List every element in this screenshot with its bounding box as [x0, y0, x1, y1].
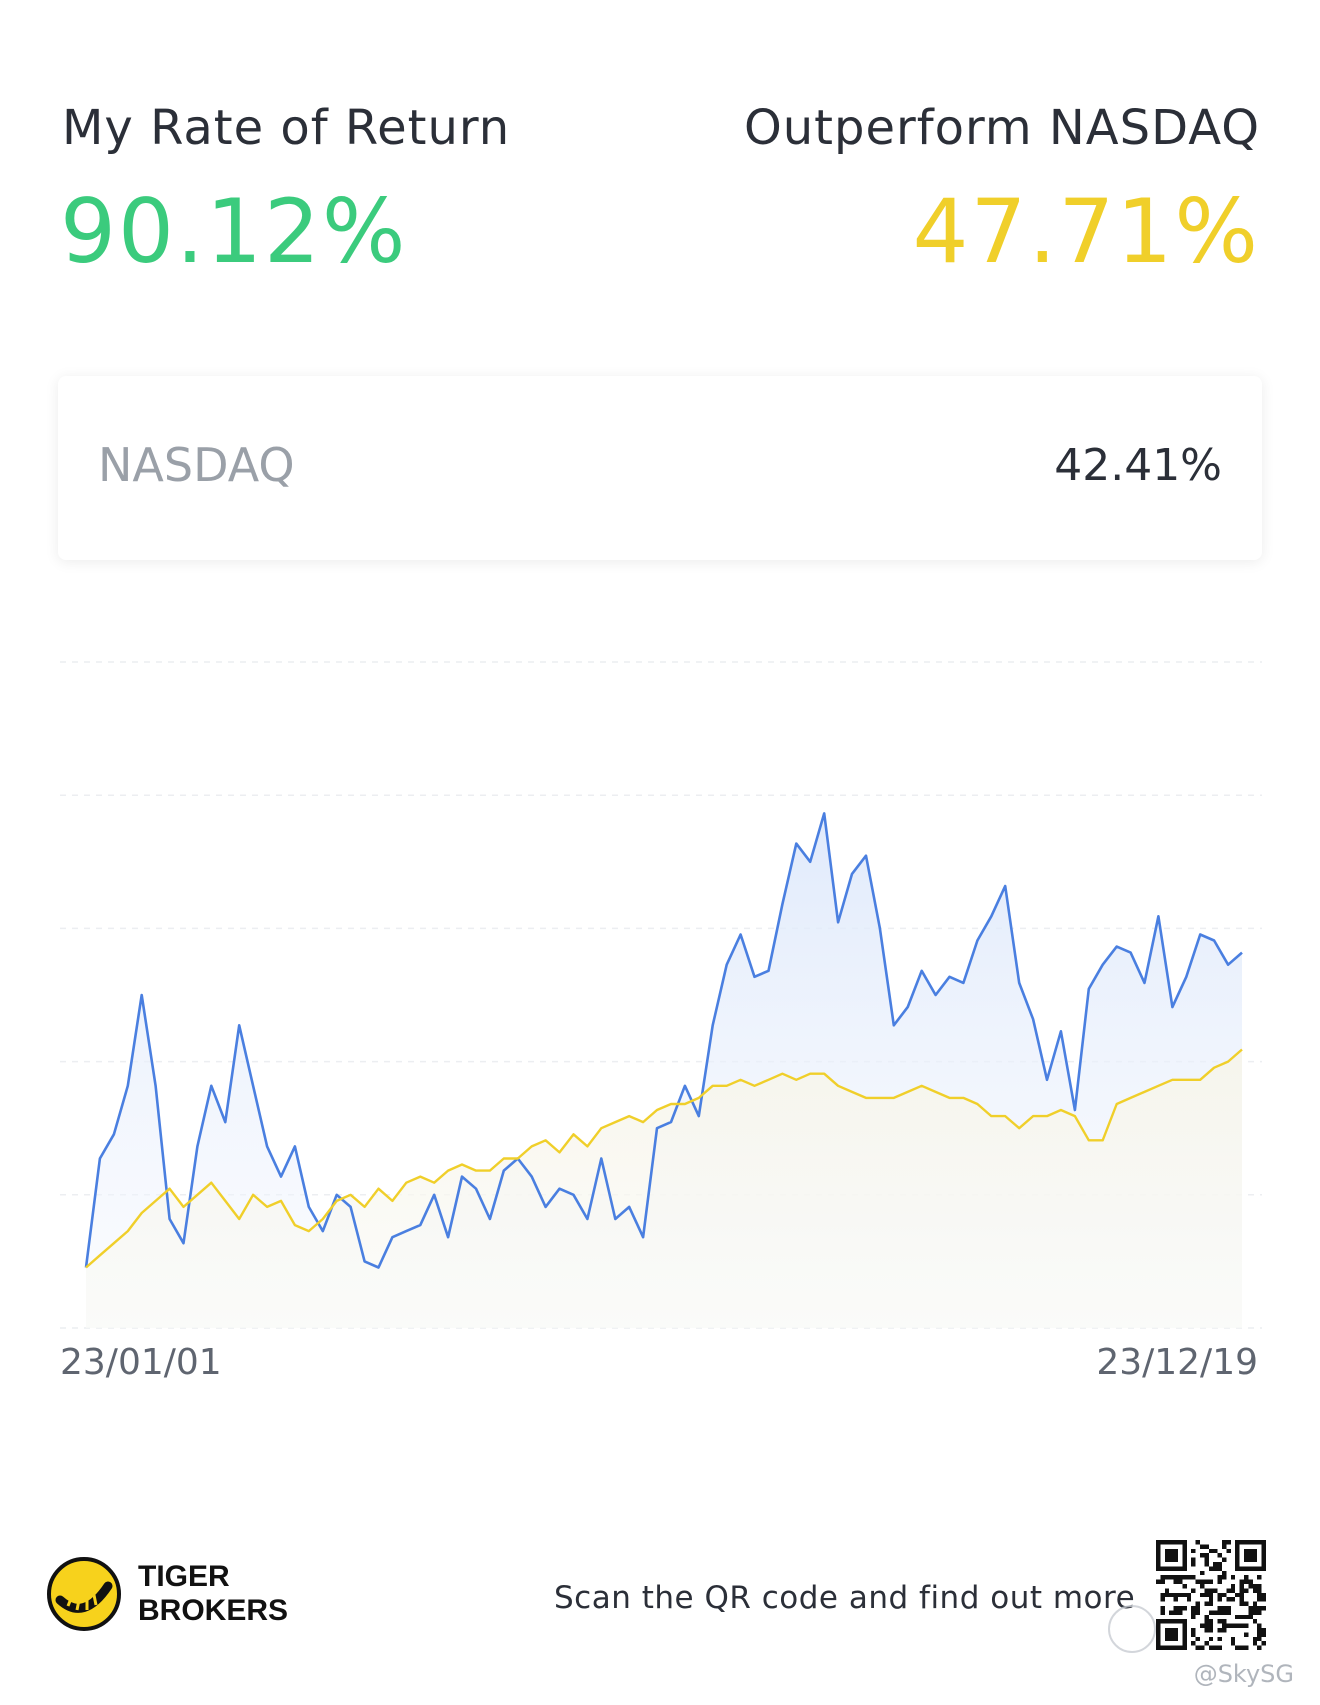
series-line-0: [84, 812, 1243, 1269]
watermark-text: @SkySG: [1193, 1660, 1294, 1688]
brand-line2: BROKERS: [138, 1594, 289, 1627]
benchmark-card[interactable]: NASDAQ 42.41%: [58, 376, 1262, 560]
scan-text: Scan the QR code and find out more: [554, 1580, 1136, 1616]
series-area-1: [86, 1049, 1242, 1328]
my-return-label: My Rate of Return: [62, 100, 511, 156]
benchmark-name: NASDAQ: [98, 438, 295, 492]
qr-code-icon[interactable]: [1156, 1540, 1266, 1650]
brand-line1: TIGER: [138, 1560, 230, 1593]
x-axis-start-label: 23/01/01: [60, 1342, 222, 1383]
tiger-logo-icon: [47, 1557, 121, 1631]
x-axis-end-label: 23/12/19: [1096, 1342, 1258, 1383]
tiger-brokers-logo: TIGER BROKERS: [46, 1556, 288, 1632]
series-line-1: [85, 1048, 1243, 1269]
outperform-label: Outperform NASDAQ: [743, 100, 1260, 156]
benchmark-value: 42.41%: [1054, 440, 1222, 491]
weibo-watermark-icon: [1108, 1605, 1156, 1653]
chart-areas: [86, 813, 1242, 1328]
chart-lines: [84, 812, 1243, 1269]
my-return-value: 90.12%: [60, 180, 408, 283]
outperform-value: 47.71%: [912, 180, 1260, 283]
return-chart[interactable]: [0, 640, 1320, 1340]
